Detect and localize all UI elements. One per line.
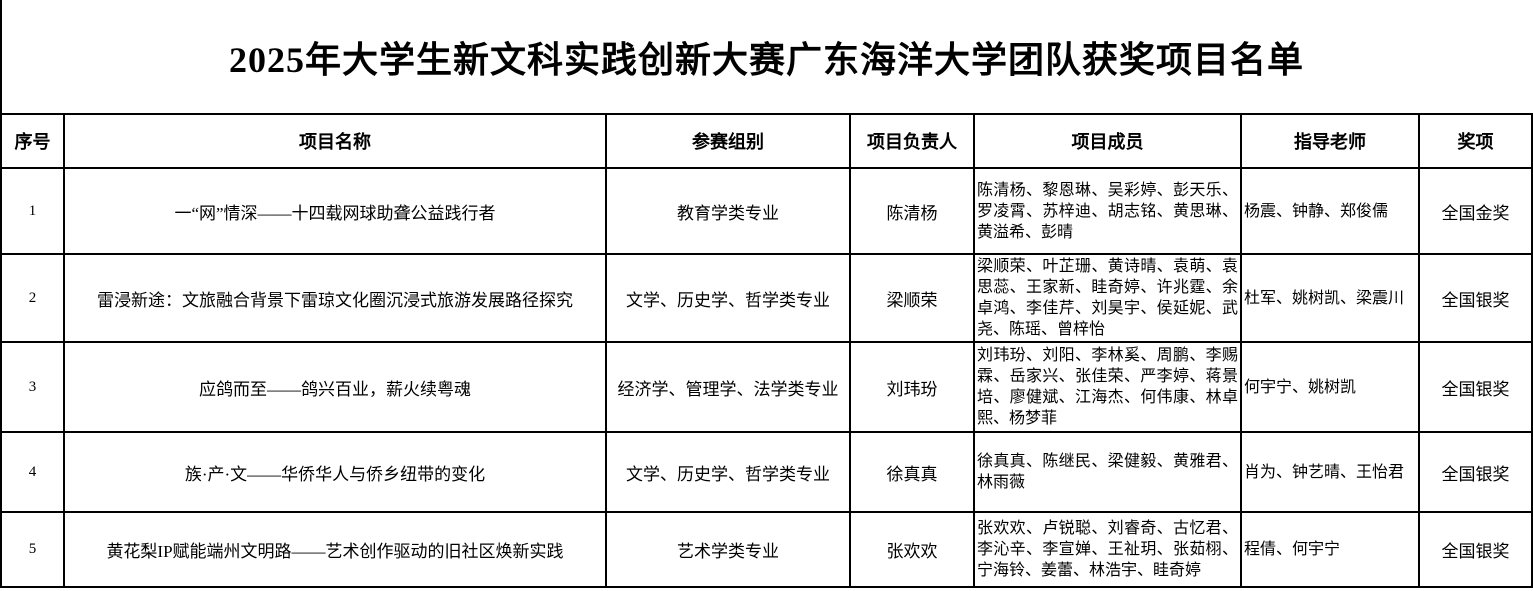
cell-group: 艺术学类专业	[605, 511, 851, 588]
page-title: 2025年大学生新文科实践创新大赛广东海洋大学团队获奖项目名单	[228, 39, 1304, 80]
cell-group: 经济学、管理学、法学类专业	[605, 341, 851, 433]
table-row: 5 黄花梨IP赋能端州文明路——艺术创作驱动的旧社区焕新实践 艺术学类专业 张欢…	[0, 511, 1533, 588]
cell-award: 全国金奖	[1418, 167, 1533, 255]
cell-index: 3	[0, 341, 65, 433]
cell-teachers: 杜军、姚树凯、梁震川	[1240, 253, 1420, 343]
cell-project-name: 族·产·文——华侨华人与侨乡纽带的变化	[63, 431, 607, 513]
col-header-project-name: 项目名称	[63, 113, 607, 169]
cell-leader: 陈清杨	[849, 167, 975, 255]
table-row: 4 族·产·文——华侨华人与侨乡纽带的变化 文学、历史学、哲学类专业 徐真真 徐…	[0, 431, 1533, 513]
cell-award: 全国银奖	[1418, 253, 1533, 343]
col-header-leader: 项目负责人	[849, 113, 975, 169]
col-header-members: 项目成员	[973, 113, 1242, 169]
cell-members: 徐真真、陈继民、梁健毅、黄雅君、林雨薇	[973, 431, 1242, 513]
cell-index: 1	[0, 167, 65, 255]
cell-members: 张欢欢、卢锐聪、刘睿奇、古忆君、李沁辛、李宣婵、王祉玥、张茹栩、宁海铃、姜蕾、林…	[973, 511, 1242, 588]
col-header-group: 参赛组别	[605, 113, 851, 169]
cell-index: 4	[0, 431, 65, 513]
cell-members: 陈清杨、黎恩琳、吴彩婷、彭天乐、罗凌霄、苏梓迪、胡志铭、黄思琳、黄溢希、彭晴	[973, 167, 1242, 255]
cell-project-name: 应鸽而至——鸽兴百业，薪火续粤魂	[63, 341, 607, 433]
col-header-award: 奖项	[1418, 113, 1533, 169]
title-bar: 2025年大学生新文科实践创新大赛广东海洋大学团队获奖项目名单	[0, 0, 1533, 113]
cell-leader: 刘玮玢	[849, 341, 975, 433]
cell-members: 刘玮玢、刘阳、李林奚、周鹏、李赐霖、岳家兴、张佳荣、严李婷、蒋景培、廖健斌、江海…	[973, 341, 1242, 433]
cell-project-name: 一“网”情深——十四载网球助聋公益践行者	[63, 167, 607, 255]
col-header-index: 序号	[0, 113, 65, 169]
cell-index: 5	[0, 511, 65, 588]
cell-leader: 徐真真	[849, 431, 975, 513]
table-row: 1 一“网”情深——十四载网球助聋公益践行者 教育学类专业 陈清杨 陈清杨、黎恩…	[0, 167, 1533, 255]
cell-award: 全国银奖	[1418, 431, 1533, 513]
cell-index: 2	[0, 253, 65, 343]
header-row: 序号 项目名称 参赛组别 项目负责人 项目成员 指导老师 奖项	[0, 113, 1533, 169]
table-row: 2 雷浸新途：文旅融合背景下雷琼文化圈沉浸式旅游发展路径探究 文学、历史学、哲学…	[0, 253, 1533, 343]
cell-teachers: 程倩、何宇宁	[1240, 511, 1420, 588]
col-header-teachers: 指导老师	[1240, 113, 1420, 169]
awards-table: 序号 项目名称 参赛组别 项目负责人 项目成员 指导老师 奖项 1 一“网”情深…	[0, 113, 1533, 588]
cell-award: 全国银奖	[1418, 341, 1533, 433]
cell-teachers: 何宇宁、姚树凯	[1240, 341, 1420, 433]
cell-teachers: 杨震、钟静、郑俊儒	[1240, 167, 1420, 255]
cell-members: 梁顺荣、叶芷珊、黄诗晴、袁萌、袁思蕊、王家新、眭奇婷、许兆霆、余卓鸿、李佳芹、刘…	[973, 253, 1242, 343]
cell-leader: 梁顺荣	[849, 253, 975, 343]
cell-project-name: 雷浸新途：文旅融合背景下雷琼文化圈沉浸式旅游发展路径探究	[63, 253, 607, 343]
table-row: 3 应鸽而至——鸽兴百业，薪火续粤魂 经济学、管理学、法学类专业 刘玮玢 刘玮玢…	[0, 341, 1533, 433]
cell-group: 文学、历史学、哲学类专业	[605, 253, 851, 343]
cell-teachers: 肖为、钟艺晴、王怡君	[1240, 431, 1420, 513]
cell-award: 全国银奖	[1418, 511, 1533, 588]
cell-group: 文学、历史学、哲学类专业	[605, 431, 851, 513]
cell-leader: 张欢欢	[849, 511, 975, 588]
cell-project-name: 黄花梨IP赋能端州文明路——艺术创作驱动的旧社区焕新实践	[63, 511, 607, 588]
cell-group: 教育学类专业	[605, 167, 851, 255]
